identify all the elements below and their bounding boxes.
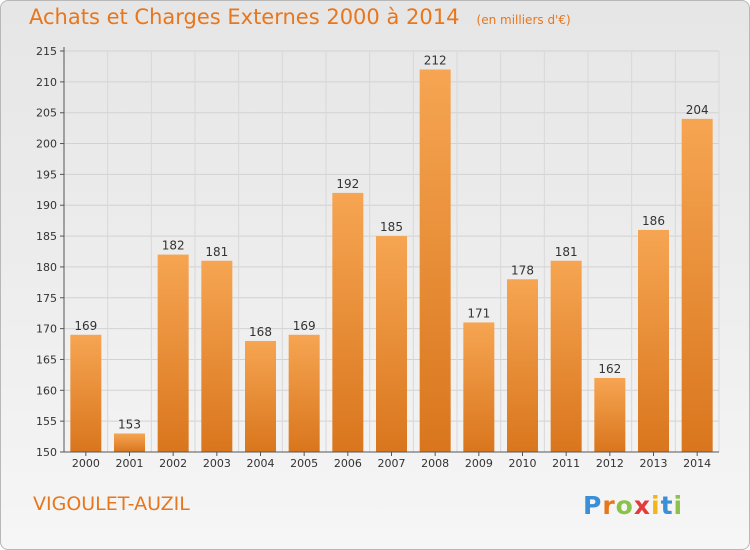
bar-value-label: 178 xyxy=(511,263,534,277)
logo-letter: o xyxy=(615,491,634,520)
bar xyxy=(332,192,364,452)
x-tick-label: 2014 xyxy=(683,457,711,470)
x-tick-label: 2006 xyxy=(334,457,362,470)
bar xyxy=(463,322,495,452)
bar-value-label: 181 xyxy=(205,245,228,259)
bar xyxy=(681,118,713,452)
commune-name: VIGOULET-AUZIL xyxy=(33,493,190,515)
x-tick-label: 2012 xyxy=(596,457,624,470)
x-tick-label: 2009 xyxy=(465,457,493,470)
bar-value-label: 181 xyxy=(555,245,578,259)
bar-value-label: 169 xyxy=(74,319,97,333)
bar xyxy=(201,260,233,452)
y-tick-label: 170 xyxy=(36,323,57,336)
y-tick-label: 215 xyxy=(36,45,57,58)
logo-letter: r xyxy=(602,491,616,520)
y-tick-label: 160 xyxy=(36,384,57,397)
bar-value-label: 212 xyxy=(424,54,447,68)
logo-letter: P xyxy=(583,491,603,520)
bar-value-label: 185 xyxy=(380,220,403,234)
bar xyxy=(376,236,407,452)
y-tick-label: 180 xyxy=(36,261,57,274)
y-tick-label: 200 xyxy=(36,138,57,151)
bar xyxy=(507,279,538,452)
bar-value-label: 186 xyxy=(642,214,665,228)
y-tick-label: 165 xyxy=(36,353,57,366)
bar xyxy=(594,377,626,452)
bar-value-label: 182 xyxy=(162,239,185,253)
y-tick-label: 185 xyxy=(36,230,57,243)
proxiti-logo[interactable]: Proxiti xyxy=(583,491,683,520)
y-tick-label: 205 xyxy=(36,107,57,120)
x-tick-label: 2000 xyxy=(72,457,100,470)
chart-title-block: Achats et Charges Externes 2000 à 2014 (… xyxy=(29,5,571,29)
chart-unit: (en milliers d'€) xyxy=(476,13,571,27)
bar xyxy=(157,254,189,452)
bar xyxy=(70,334,102,452)
bar-value-label: 192 xyxy=(336,177,359,191)
bar-value-label: 169 xyxy=(293,319,316,333)
y-tick-label: 190 xyxy=(36,199,57,212)
y-tick-label: 195 xyxy=(36,168,57,181)
axes: 150 155 160 165 170 175 180 185 190 195 200 205 210 2… xyxy=(36,45,719,470)
x-tick-label: 2001 xyxy=(116,457,144,470)
bar xyxy=(245,340,276,452)
x-tick-label: 2010 xyxy=(509,457,537,470)
x-tick-label: 2002 xyxy=(159,457,187,470)
x-tick-label: 2007 xyxy=(378,457,406,470)
y-tick-label: 150 xyxy=(36,446,57,459)
logo-letter: i xyxy=(673,491,684,520)
logo-letter: t xyxy=(660,491,674,520)
bar xyxy=(550,260,582,452)
chart-title: Achats et Charges Externes 2000 à 2014 xyxy=(29,5,460,29)
x-tick-label: 2004 xyxy=(247,457,275,470)
bar xyxy=(419,69,451,452)
x-tick-label: 2003 xyxy=(203,457,231,470)
bar-value-label: 168 xyxy=(249,325,272,339)
bar-value-label: 171 xyxy=(467,306,490,320)
x-tick-label: 2011 xyxy=(552,457,580,470)
logo-letter: i xyxy=(651,491,661,520)
bar xyxy=(114,433,145,452)
bars: 169 153 182 181 168 169 192 185 212 171 178 181 162 1… xyxy=(70,54,713,452)
bar-value-label: 162 xyxy=(598,362,621,376)
y-tick-label: 155 xyxy=(36,415,57,428)
x-tick-label: 2005 xyxy=(290,457,318,470)
bar xyxy=(638,229,669,452)
bar-value-label: 204 xyxy=(686,103,709,117)
y-tick-label: 175 xyxy=(36,292,57,305)
x-tick-label: 2008 xyxy=(421,457,449,470)
x-tick-label: 2013 xyxy=(640,457,668,470)
bar-value-label: 153 xyxy=(118,417,141,431)
logo-letter: x xyxy=(633,491,651,520)
y-tick-label: 210 xyxy=(36,76,57,89)
bar xyxy=(288,334,320,452)
